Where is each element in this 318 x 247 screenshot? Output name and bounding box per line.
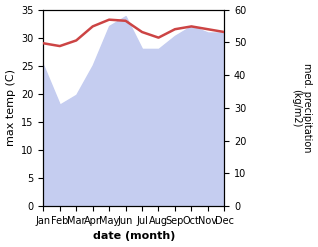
Y-axis label: max temp (C): max temp (C) [5, 69, 16, 146]
X-axis label: date (month): date (month) [93, 231, 175, 242]
Y-axis label: med. precipitation
(kg/m2): med. precipitation (kg/m2) [291, 63, 313, 153]
